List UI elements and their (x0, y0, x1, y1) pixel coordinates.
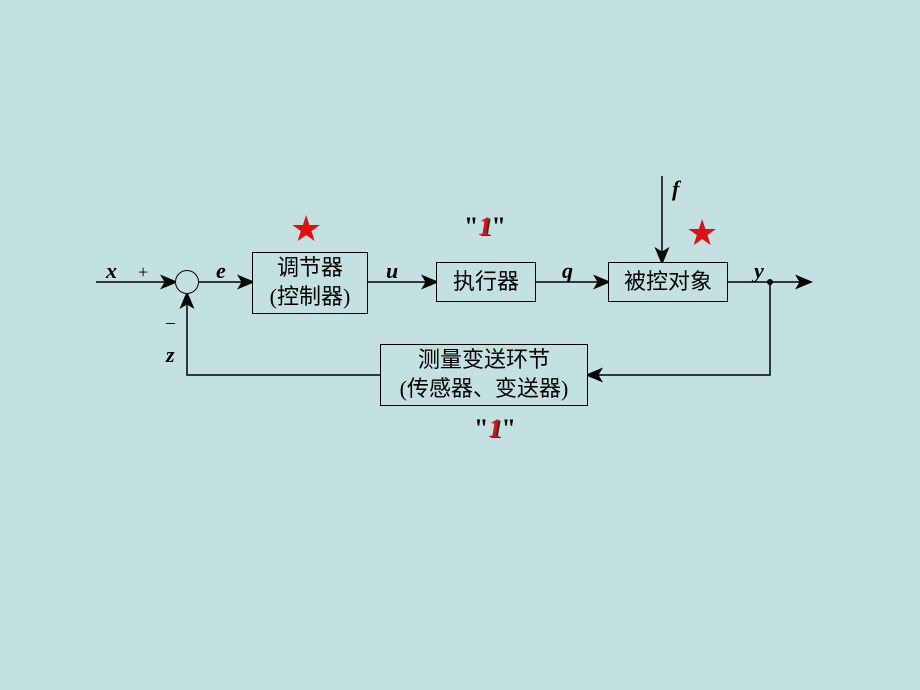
one-annotation-top: "11" (464, 212, 506, 242)
actuator-line1: 执行器 (453, 268, 519, 297)
star-icon-left: ★ (290, 208, 322, 250)
sign-plus: + (138, 262, 148, 283)
controller-line2: (控制器) (270, 283, 351, 312)
plant-block: 被控对象 (608, 262, 728, 302)
signal-u: u (386, 258, 398, 284)
sensor-block: 测量变送环节 (传感器、变送器) (380, 344, 588, 406)
signal-f: f (672, 176, 679, 202)
sensor-line1: 测量变送环节 (418, 346, 550, 375)
star-icon-right: ★ (686, 212, 718, 254)
signal-y: y (754, 258, 764, 284)
signal-x: x (106, 258, 117, 284)
signal-q: q (562, 258, 573, 284)
summing-junction (175, 270, 199, 294)
actuator-block: 执行器 (436, 262, 536, 302)
one-annotation-bottom: "11" (474, 414, 516, 444)
sensor-line2: (传感器、变送器) (400, 375, 569, 404)
plant-line1: 被控对象 (624, 268, 712, 297)
sign-minus: – (166, 312, 175, 333)
signal-e: e (216, 258, 226, 284)
controller-line1: 调节器 (277, 254, 343, 283)
signal-z: z (166, 342, 175, 368)
controller-block: 调节器 (控制器) (252, 252, 368, 314)
